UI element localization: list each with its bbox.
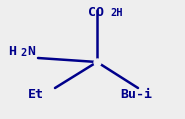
Text: Et: Et	[28, 88, 44, 101]
Text: Bu-i: Bu-i	[120, 88, 152, 101]
Text: 2: 2	[20, 48, 26, 58]
Text: 2H: 2H	[110, 8, 122, 18]
Text: N: N	[27, 45, 35, 58]
Text: CO: CO	[88, 6, 104, 19]
Text: H: H	[8, 45, 16, 58]
